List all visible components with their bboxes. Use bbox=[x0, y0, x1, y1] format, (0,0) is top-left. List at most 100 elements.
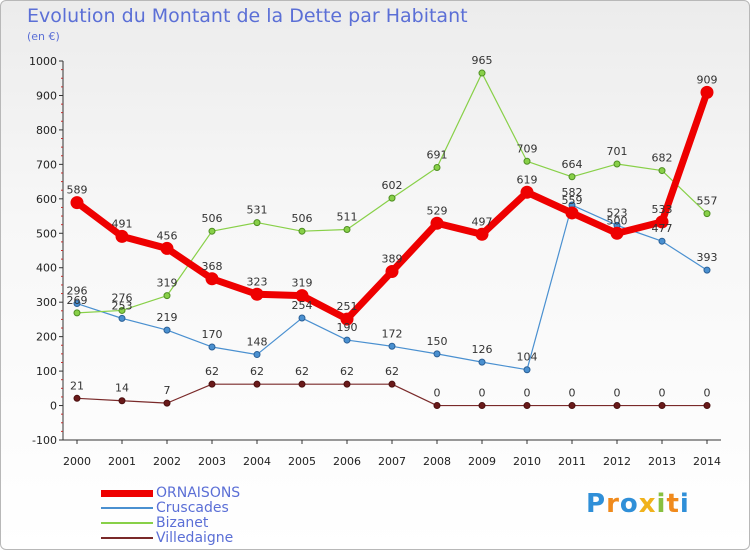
x-tick-label: 2013 bbox=[648, 455, 676, 468]
data-point-cruscades bbox=[433, 350, 441, 358]
legend-label: Cruscades bbox=[156, 500, 229, 516]
data-point-bizanet bbox=[343, 225, 351, 233]
data-label: 62 bbox=[385, 365, 399, 378]
data-label: 170 bbox=[202, 328, 223, 341]
data-label: 589 bbox=[67, 184, 88, 197]
data-point-cruscades bbox=[703, 266, 711, 274]
data-point-ornaisons bbox=[340, 312, 354, 326]
x-tick-label: 2000 bbox=[63, 455, 91, 468]
data-point-bizanet bbox=[433, 163, 441, 171]
data-label: 965 bbox=[472, 54, 493, 67]
data-label: 393 bbox=[697, 251, 718, 264]
data-label: 219 bbox=[157, 311, 178, 324]
data-label: 296 bbox=[67, 285, 88, 298]
data-point-villedaigne bbox=[388, 380, 396, 388]
data-label: 506 bbox=[202, 212, 223, 225]
data-point-ornaisons bbox=[160, 241, 174, 255]
data-point-ornaisons bbox=[700, 85, 714, 99]
data-point-villedaigne bbox=[703, 402, 711, 410]
x-tick-label: 2005 bbox=[288, 455, 316, 468]
data-label: 0 bbox=[479, 387, 486, 400]
legend-swatch bbox=[101, 537, 153, 539]
data-label: 7 bbox=[164, 384, 171, 397]
data-point-bizanet bbox=[613, 160, 621, 168]
y-tick-label: 500 bbox=[36, 227, 57, 240]
data-label: 0 bbox=[659, 387, 666, 400]
data-label: 269 bbox=[67, 294, 88, 307]
data-point-cruscades bbox=[388, 342, 396, 350]
data-point-villedaigne bbox=[208, 380, 216, 388]
data-label: 190 bbox=[337, 321, 358, 334]
y-tick-label: 700 bbox=[36, 158, 57, 171]
x-tick-label: 2010 bbox=[513, 455, 541, 468]
data-label: 0 bbox=[524, 387, 531, 400]
data-label: 323 bbox=[247, 275, 268, 288]
data-point-ornaisons bbox=[655, 215, 669, 229]
data-label: 664 bbox=[562, 158, 583, 171]
legend-label: Bizanet bbox=[156, 515, 209, 531]
data-label: 557 bbox=[697, 195, 718, 208]
y-tick-label: 800 bbox=[36, 124, 57, 137]
data-point-ornaisons bbox=[250, 287, 264, 301]
x-tick-label: 2007 bbox=[378, 455, 406, 468]
data-point-cruscades bbox=[163, 326, 171, 334]
data-label: 0 bbox=[434, 387, 441, 400]
data-point-cruscades bbox=[118, 314, 126, 322]
data-label: 619 bbox=[517, 173, 538, 186]
data-label: 701 bbox=[607, 145, 628, 158]
proxiti-logo: Proxiti bbox=[586, 489, 690, 519]
y-tick-label: 600 bbox=[36, 193, 57, 206]
data-point-bizanet bbox=[163, 292, 171, 300]
data-label: 62 bbox=[205, 365, 219, 378]
y-tick-label: 0 bbox=[50, 400, 57, 413]
data-label: 0 bbox=[569, 387, 576, 400]
data-point-bizanet bbox=[658, 167, 666, 175]
data-point-ornaisons bbox=[385, 265, 399, 279]
data-label: 21 bbox=[70, 379, 84, 392]
data-label: 582 bbox=[562, 186, 583, 199]
data-label: 531 bbox=[247, 204, 268, 217]
logo-letter: r bbox=[606, 489, 620, 519]
data-point-cruscades bbox=[658, 237, 666, 245]
y-tick-label: 100 bbox=[36, 365, 57, 378]
data-point-bizanet bbox=[523, 157, 531, 165]
legend-swatch bbox=[101, 507, 153, 509]
data-label: 254 bbox=[292, 299, 313, 312]
x-tick-label: 2001 bbox=[108, 455, 136, 468]
data-point-ornaisons bbox=[205, 272, 219, 286]
data-point-bizanet bbox=[478, 69, 486, 77]
y-tick-label: 300 bbox=[36, 296, 57, 309]
x-tick-label: 2002 bbox=[153, 455, 181, 468]
y-tick-label: 200 bbox=[36, 331, 57, 344]
series-group bbox=[70, 69, 714, 410]
x-tick-label: 2003 bbox=[198, 455, 226, 468]
y-tick-label: 400 bbox=[36, 262, 57, 275]
data-point-villedaigne bbox=[163, 399, 171, 407]
data-point-cruscades bbox=[253, 351, 261, 359]
data-label: 497 bbox=[472, 215, 493, 228]
data-label: 559 bbox=[562, 194, 583, 207]
data-label: 172 bbox=[382, 327, 403, 340]
data-label: 506 bbox=[292, 212, 313, 225]
data-point-bizanet bbox=[73, 309, 81, 317]
data-point-cruscades bbox=[73, 300, 81, 308]
data-point-ornaisons bbox=[295, 289, 309, 303]
data-point-cruscades bbox=[478, 358, 486, 366]
data-point-bizanet bbox=[388, 194, 396, 202]
x-axis-tick-labels: 2000 2001 2002 2003 2004 2005 2006 2007 2008 2009… bbox=[63, 455, 721, 468]
data-point-villedaigne bbox=[253, 380, 261, 388]
data-point-villedaigne bbox=[658, 402, 666, 410]
data-label: 253 bbox=[112, 299, 133, 312]
data-point-bizanet bbox=[253, 219, 261, 227]
data-point-ornaisons bbox=[610, 226, 624, 240]
axes bbox=[59, 60, 721, 444]
data-point-cruscades bbox=[208, 343, 216, 351]
data-label: 529 bbox=[427, 204, 448, 217]
data-point-ornaisons bbox=[70, 196, 84, 210]
data-point-ornaisons bbox=[115, 229, 129, 243]
x-tick-label: 2012 bbox=[603, 455, 631, 468]
data-point-villedaigne bbox=[568, 402, 576, 410]
data-point-villedaigne bbox=[478, 402, 486, 410]
